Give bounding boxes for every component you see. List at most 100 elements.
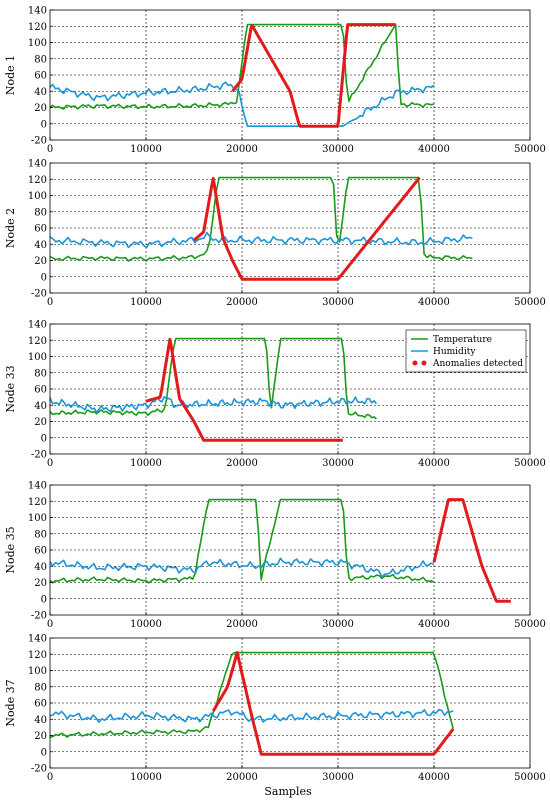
y-tick-label: 80 bbox=[34, 207, 47, 218]
series-line-humidity bbox=[49, 81, 435, 127]
y-tick-label: 60 bbox=[34, 546, 47, 557]
panel-2: 0 10000 20000 30000 40000 50000-2002040608010… bbox=[4, 320, 546, 470]
y-tick-label: 40 bbox=[34, 87, 47, 98]
series-line-anomalies-detected bbox=[231, 23, 396, 128]
x-tick-label: 10000 bbox=[130, 144, 162, 155]
legend: Temperature Humidity Anomalies detected bbox=[405, 329, 527, 373]
x-tick-label: 30000 bbox=[322, 772, 354, 783]
series-line-anomalies-detected bbox=[211, 651, 455, 756]
panel-1: 0 10000 20000 30000 40000 50000-2002040608010… bbox=[4, 159, 546, 309]
y-tick-label: -20 bbox=[31, 289, 47, 300]
y-tick-label: 60 bbox=[34, 71, 47, 82]
x-tick-label: 30000 bbox=[322, 619, 354, 630]
series-line-temperature bbox=[49, 23, 435, 110]
y-tick-label: 120 bbox=[28, 336, 47, 347]
y-axis-label: Node 35 bbox=[4, 526, 17, 573]
y-axis-label: Node 2 bbox=[4, 208, 17, 248]
y-tick-label: -20 bbox=[31, 764, 47, 775]
legend-label: Anomalies detected bbox=[432, 359, 523, 369]
x-axis-label: Samples bbox=[264, 785, 312, 798]
y-tick-label: 80 bbox=[34, 529, 47, 540]
legend-swatch bbox=[421, 360, 427, 366]
y-tick-label: 0 bbox=[41, 747, 47, 758]
y-axis-label: Node 1 bbox=[4, 55, 17, 95]
x-tick-label: 40000 bbox=[418, 458, 450, 469]
x-tick-label: 10000 bbox=[130, 297, 162, 308]
y-tick-label: 140 bbox=[28, 481, 47, 492]
y-tick-label: 20 bbox=[34, 417, 47, 428]
y-tick-label: -20 bbox=[31, 450, 47, 461]
series-line-temperature bbox=[49, 651, 454, 739]
y-tick-label: 80 bbox=[34, 368, 47, 379]
y-tick-label: 0 bbox=[41, 119, 47, 130]
x-tick-label: 30000 bbox=[322, 458, 354, 469]
series-line-humidity bbox=[49, 231, 473, 249]
series-line-anomalies-detected bbox=[145, 337, 343, 442]
y-tick-label: 100 bbox=[28, 38, 47, 49]
y-tick-label: 60 bbox=[34, 224, 47, 235]
y-tick-label: 80 bbox=[34, 682, 47, 693]
panels-group: 0 10000 20000 30000 40000 50000-2002040608010… bbox=[4, 6, 546, 784]
x-tick-label: 30000 bbox=[322, 297, 354, 308]
x-tick-label: 40000 bbox=[418, 772, 450, 783]
legend-swatch bbox=[412, 360, 418, 366]
x-tick-label: 0 bbox=[47, 297, 53, 308]
y-tick-label: 0 bbox=[41, 272, 47, 283]
legend-label: Humidity bbox=[433, 347, 476, 357]
y-tick-label: 100 bbox=[28, 352, 47, 363]
y-tick-label: 140 bbox=[28, 320, 47, 331]
y-tick-label: -20 bbox=[31, 136, 47, 147]
y-tick-label: 60 bbox=[34, 699, 47, 710]
y-axis-label: Node 33 bbox=[4, 365, 17, 412]
series-line-anomalies-detected bbox=[432, 498, 512, 603]
x-tick-label: 20000 bbox=[226, 458, 258, 469]
x-tick-label: 20000 bbox=[226, 144, 258, 155]
panel-0: 0 10000 20000 30000 40000 50000-2002040608010… bbox=[4, 6, 546, 156]
y-tick-label: 120 bbox=[28, 22, 47, 33]
y-tick-label: 40 bbox=[34, 562, 47, 573]
y-tick-label: 100 bbox=[28, 513, 47, 524]
series-line-temperature bbox=[49, 176, 473, 262]
x-tick-label: 50000 bbox=[514, 458, 546, 469]
y-axis-label: Node 37 bbox=[4, 679, 17, 726]
y-tick-label: 0 bbox=[41, 433, 47, 444]
x-tick-label: 0 bbox=[47, 144, 53, 155]
x-tick-label: 0 bbox=[47, 619, 53, 630]
y-tick-label: 20 bbox=[34, 731, 47, 742]
y-tick-label: 100 bbox=[28, 191, 47, 202]
x-tick-label: 50000 bbox=[514, 619, 546, 630]
series-line-temperature bbox=[49, 498, 435, 584]
x-tick-label: 10000 bbox=[130, 772, 162, 783]
legend-label: Temperature bbox=[433, 335, 492, 345]
y-tick-label: 80 bbox=[34, 54, 47, 65]
y-tick-label: 120 bbox=[28, 175, 47, 186]
series-line-temperature bbox=[49, 337, 377, 420]
y-tick-label: 60 bbox=[34, 385, 47, 396]
y-tick-label: 100 bbox=[28, 666, 47, 677]
y-tick-label: -20 bbox=[31, 611, 47, 622]
series-line-anomalies-detected bbox=[193, 176, 421, 281]
x-tick-label: 40000 bbox=[418, 297, 450, 308]
y-tick-label: 40 bbox=[34, 401, 47, 412]
x-tick-label: 0 bbox=[47, 458, 53, 469]
panel-4: 0 10000 20000 30000 40000 50000-2002040608010… bbox=[4, 634, 546, 784]
y-tick-label: 20 bbox=[34, 578, 47, 589]
x-tick-label: 20000 bbox=[226, 297, 258, 308]
panel-3: 0 10000 20000 30000 40000 50000-2002040608010… bbox=[4, 481, 546, 631]
x-tick-label: 40000 bbox=[418, 619, 450, 630]
x-tick-label: 50000 bbox=[514, 144, 546, 155]
x-tick-label: 20000 bbox=[226, 772, 258, 783]
x-tick-label: 50000 bbox=[514, 297, 546, 308]
y-tick-label: 120 bbox=[28, 650, 47, 661]
y-tick-label: 20 bbox=[34, 256, 47, 267]
series-line-humidity bbox=[49, 395, 378, 414]
x-tick-label: 10000 bbox=[130, 458, 162, 469]
y-tick-label: 120 bbox=[28, 497, 47, 508]
x-tick-label: 0 bbox=[47, 772, 53, 783]
x-tick-label: 10000 bbox=[130, 619, 162, 630]
x-tick-label: 40000 bbox=[418, 144, 450, 155]
x-tick-label: 20000 bbox=[226, 619, 258, 630]
y-tick-label: 20 bbox=[34, 103, 47, 114]
y-tick-label: 140 bbox=[28, 159, 47, 170]
